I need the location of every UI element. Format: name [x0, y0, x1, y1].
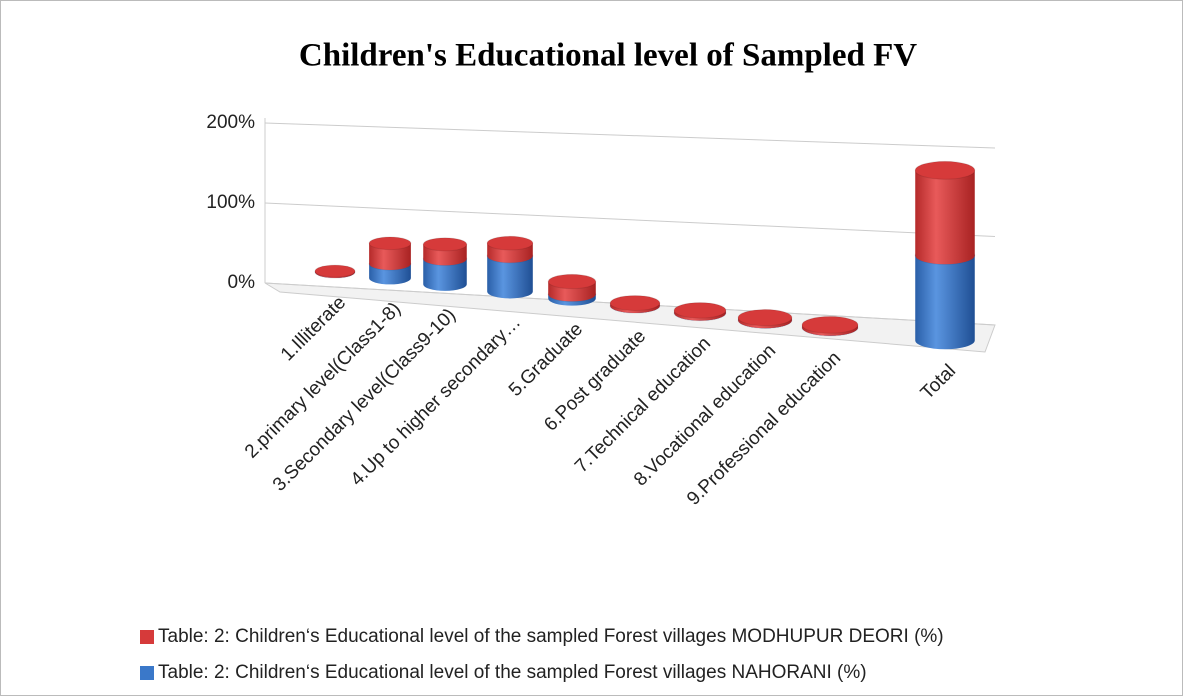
bar-cap — [314, 264, 356, 278]
bar-cap — [547, 273, 597, 290]
bar-segment — [369, 243, 411, 270]
bar-segment — [423, 258, 467, 291]
bar-cap — [673, 302, 727, 319]
legend-label: Table: 2: Children‘s Educational level o… — [158, 626, 944, 647]
bar-cap — [486, 235, 534, 251]
grid-line — [264, 202, 996, 237]
grid-line — [264, 122, 996, 149]
bar-segment — [915, 170, 975, 265]
legend-swatch — [140, 630, 154, 644]
y-tick-label: 200% — [206, 112, 255, 133]
chart-title: Children's Educational level of Sampled … — [299, 38, 917, 74]
bar-segment — [487, 255, 533, 299]
legend-label: Table: 2: Children‘s Educational level o… — [158, 662, 867, 683]
bar-segment — [915, 255, 975, 350]
bar-cap — [609, 295, 661, 311]
y-tick-label: 100% — [206, 192, 255, 213]
bar-cap — [368, 236, 412, 251]
bar-cap — [737, 309, 793, 327]
bar-cap — [801, 316, 859, 334]
bar-cap — [422, 237, 468, 252]
y-tick-label: 0% — [228, 272, 256, 293]
bar-cap — [914, 160, 976, 180]
legend-swatch — [140, 666, 154, 680]
